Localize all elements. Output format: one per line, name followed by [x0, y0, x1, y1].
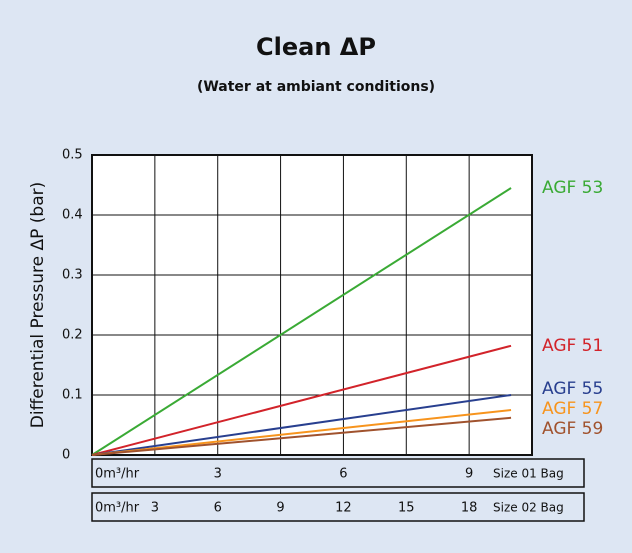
line: [91, 409, 512, 456]
x-tick-label: 3: [214, 467, 222, 482]
x2-tick-label: 9: [276, 501, 284, 516]
x2-tick-label: 3: [151, 501, 159, 516]
y-tick-label: 0.4: [62, 208, 83, 223]
legend-label: AGF 51: [542, 336, 603, 356]
chart-subtitle: (Water at ambiant conditions): [197, 79, 435, 95]
x2-axis-box: [91, 492, 585, 522]
plot-frame: [91, 154, 533, 456]
x2-axis-label: Size 02 Bag: [493, 501, 564, 515]
line: [91, 344, 512, 456]
y-tick-label: 0.3: [62, 268, 83, 283]
legend-label: AGF 59: [542, 419, 603, 439]
x2-tick-label: 0m³/hr: [95, 501, 140, 516]
y-tick-label: 0.5: [62, 148, 83, 163]
legend-label: AGF 53: [542, 178, 603, 198]
chart-title: Clean ΔP: [256, 33, 376, 61]
y-axis-label: Differential Pressure ΔP (bar): [28, 182, 48, 429]
legend-label: AGF 55: [542, 379, 603, 399]
y-tick-label: 0.1: [62, 388, 83, 403]
line: [91, 187, 512, 456]
y-tick-label: 0.2: [62, 328, 83, 343]
x-tick-label: 6: [339, 467, 347, 482]
x2-tick-label: 12: [335, 501, 352, 516]
x-tick-label: 0m³/hr: [95, 467, 140, 482]
x-axis-label: Size 01 Bag: [493, 467, 564, 481]
x-tick-label: 9: [465, 467, 473, 482]
y-tick-label: 0: [62, 448, 70, 463]
plot-area: [92, 155, 532, 455]
x2-tick-label: 15: [398, 501, 415, 516]
line: [91, 394, 512, 456]
line: [91, 416, 512, 456]
x-axis-box: [91, 458, 585, 488]
x2-tick-label: 18: [461, 501, 478, 516]
x2-tick-label: 6: [214, 501, 222, 516]
legend-label: AGF 57: [542, 399, 603, 419]
